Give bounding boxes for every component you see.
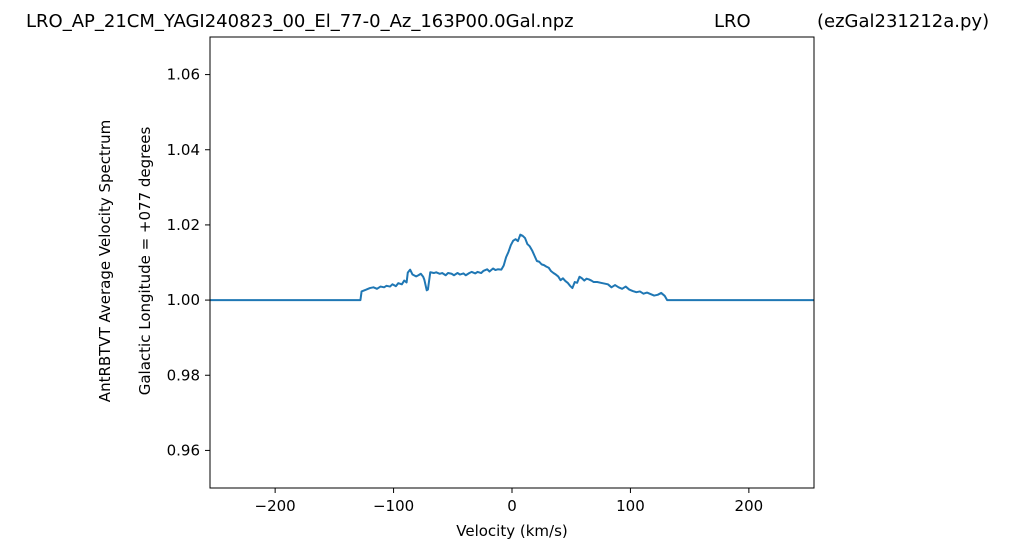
x-tick-label: −100	[373, 497, 414, 515]
y-tick-label: 0.98	[167, 366, 200, 384]
y-axis-label-line1: AntRBTVT Average Velocity Spectrum	[96, 120, 114, 402]
x-tick-label: 0	[507, 497, 517, 515]
x-tick-label: −200	[255, 497, 296, 515]
y-tick-label: 0.96	[167, 441, 200, 459]
chart-title-program: (ezGal231212a.py)	[817, 11, 989, 32]
y-axis-label-line2: Galactic Longitude = +077 degrees	[136, 127, 154, 396]
plot-area: −200 −100 0 100 200 0.96 0.98 1.00 1.02 1.04 1.06	[167, 36, 815, 515]
y-tick-label: 1.00	[167, 291, 200, 309]
y-tick-label: 1.02	[167, 216, 200, 234]
series-line-0	[210, 233, 814, 302]
x-axis-label: Velocity (km/s)	[456, 522, 567, 540]
chart-title-station: LRO	[714, 11, 751, 32]
y-tick-label: 1.04	[167, 141, 200, 159]
x-tick-label: 100	[616, 497, 645, 515]
y-tick-label: 1.06	[167, 66, 200, 84]
x-tick-label: 200	[735, 497, 764, 515]
chart-title-file: LRO_AP_21CM_YAGI240823_00_El_77-0_Az_163…	[26, 11, 574, 32]
